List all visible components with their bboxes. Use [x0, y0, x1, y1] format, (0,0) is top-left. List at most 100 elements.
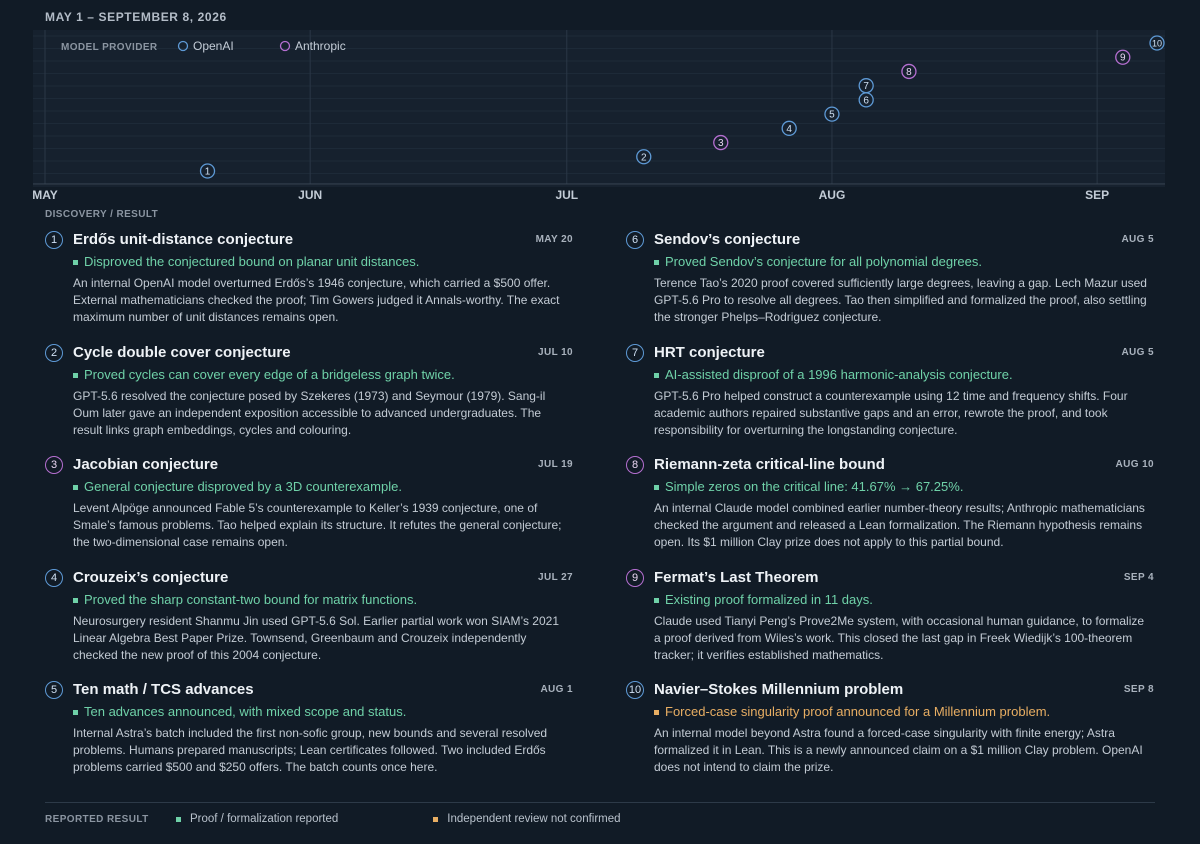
entry-result: Simple zeros on the critical line: 41.67… [654, 478, 963, 496]
footer-item-confirmed: Proof / formalization reported [176, 813, 338, 825]
entry-description: An internal Claude model combined earlie… [654, 501, 1145, 549]
footer-item-unconfirmed: Independent review not confirmed [433, 813, 621, 825]
data-point-label: 3 [718, 138, 724, 149]
entry-description: Terence Tao’s 2020 proof covered suffici… [654, 276, 1147, 324]
x-tick-label: AUG [819, 188, 846, 202]
entry-title: Jacobian conjecture [73, 456, 219, 473]
data-point-label: 7 [863, 81, 869, 92]
x-tick-label: JUN [298, 188, 322, 202]
entry-description: GPT-5.6 resolved the conjecture posed by… [73, 389, 546, 437]
footer-label: REPORTED RESULT [45, 813, 149, 825]
entry-description: Claude used Tianyi Peng’s Prove2Me syste… [654, 614, 1145, 662]
status-square-icon [654, 259, 659, 265]
status-square-icon [73, 372, 78, 378]
entry-title: Ten math / TCS advances [73, 681, 254, 698]
status-square-icon [654, 597, 659, 603]
entry-date: AUG 1 [540, 684, 573, 695]
footer-item-label: Proof / formalization reported [190, 813, 339, 825]
entry-result-text: Forced-case singularity proof announced … [665, 704, 1051, 719]
entry-title: Riemann-zeta critical-line bound [654, 456, 885, 473]
entry-result-text: Simple zeros on the critical line: 41.67… [665, 479, 964, 494]
section-label: DISCOVERY / RESULT [45, 209, 159, 220]
entry-number-badge: 4 [45, 569, 63, 587]
status-square-icon [654, 372, 659, 378]
entry-number-badge: 3 [45, 456, 63, 474]
plot-area [33, 30, 1165, 184]
entry-number-badge: 10 [626, 681, 644, 699]
data-point-label: 4 [786, 124, 792, 135]
footer-legend: REPORTED RESULT Proof / formalization re… [45, 813, 716, 825]
data-point [1115, 49, 1131, 65]
entry-description: An internal OpenAI model overturned Erdő… [73, 276, 560, 324]
data-point-label: 5 [829, 110, 835, 121]
entry-result: Proved the sharp constant-two bound for … [73, 591, 417, 609]
data-point-label: 1 [205, 167, 211, 178]
entry-date: SEP 4 [1123, 572, 1154, 583]
entry-result: Existing proof formalized in 11 days. [654, 591, 873, 609]
range-title: MAY 1 – SEPTEMBER 8, 2026 [45, 10, 227, 24]
entry-result: AI-assisted disproof of a 1996 harmonic-… [654, 366, 1013, 384]
entry-date: JUL 19 [537, 459, 573, 470]
entry-title: Crouzeix’s conjecture [73, 569, 229, 586]
entry-result: Disproved the conjectured bound on plana… [73, 253, 419, 271]
entry-description: Internal Astra’s batch included the firs… [73, 726, 548, 774]
legend-marker-icon [279, 40, 291, 52]
status-square-icon [654, 709, 659, 715]
footer-divider [45, 802, 1155, 803]
data-point-label: 2 [641, 152, 647, 163]
entry-number-badge: 5 [45, 681, 63, 699]
entry-result: Forced-case singularity proof announced … [654, 703, 1050, 721]
entry-date: AUG 5 [1121, 347, 1154, 358]
entry-result: Ten advances announced, with mixed scope… [73, 703, 406, 721]
entry-result: Proved Sendov’s conjecture for all polyn… [654, 253, 982, 271]
data-point [901, 63, 917, 80]
entry-title: Fermat’s Last Theorem [654, 569, 819, 586]
footer-item-label: Independent review not confirmed [447, 813, 621, 825]
data-point [1149, 35, 1165, 51]
legend-label: OpenAI [193, 39, 234, 53]
entry-result-text: Proved Sendov’s conjecture for all polyn… [665, 254, 982, 269]
entry-date: JUL 10 [537, 347, 573, 358]
data-point [781, 120, 797, 136]
entry-result-text: AI-assisted disproof of a 1996 harmonic-… [665, 367, 1013, 382]
entry-number-badge: 1 [45, 231, 63, 249]
data-point-label: 9 [1120, 53, 1126, 64]
data-point-label: 6 [863, 95, 869, 106]
entry-number-badge: 7 [626, 344, 644, 362]
entry-title: Erdős unit-distance conjecture [73, 231, 294, 248]
data-point [199, 163, 216, 179]
x-tick-label: SEP [1085, 188, 1109, 202]
entry-title: Navier–Stokes Millennium problem [654, 681, 904, 698]
status-square-icon [73, 709, 78, 715]
entry-description: GPT-5.6 Pro helped construct a counterex… [654, 389, 1128, 437]
status-square-icon [73, 259, 78, 265]
entry-result-text: General conjecture disproved by a 3D cou… [84, 479, 402, 494]
entry-date: MAY 20 [535, 234, 573, 245]
entry-description: Neurosurgery resident Shanmu Jin used GP… [73, 614, 560, 662]
entry-result: General conjecture disproved by a 3D cou… [73, 478, 402, 496]
data-point-label: 8 [906, 67, 912, 78]
status-square-icon [73, 597, 78, 603]
x-tick-label: JUL [555, 188, 578, 202]
legend-title: MODEL PROVIDER [61, 42, 158, 53]
entry-title: HRT conjecture [654, 344, 765, 361]
legend-marker-icon [177, 40, 189, 52]
entry-number-badge: 9 [626, 569, 644, 587]
entry-date: JUL 27 [537, 572, 573, 583]
entry-date: SEP 8 [1123, 684, 1154, 695]
entry-number-badge: 8 [626, 456, 644, 474]
data-point [636, 149, 652, 165]
data-point [858, 78, 874, 94]
entry-result-text: Proved cycles can cover every edge of a … [84, 367, 455, 382]
entry-result-text: Ten advances announced, with mixed scope… [84, 704, 407, 719]
data-point [824, 106, 840, 122]
entry-date: AUG 10 [1115, 459, 1154, 470]
timeline-chart: MAY JUN JUL AUG SEP MODEL PROVIDER OpenAI Anthr… [32, 30, 1165, 202]
legend-label: Anthropic [295, 39, 346, 53]
entry-result-text: Proved the sharp constant-two bound for … [84, 592, 418, 607]
entry-description: Levent Alpöge announced Fable 5’s counte… [73, 501, 562, 549]
confirmed-swatch-icon [176, 816, 181, 822]
data-point-label: 10 [1152, 39, 1162, 49]
entry-result: Proved cycles can cover every edge of a … [73, 366, 455, 384]
entry-result-text: Disproved the conjectured bound on plana… [84, 254, 420, 269]
